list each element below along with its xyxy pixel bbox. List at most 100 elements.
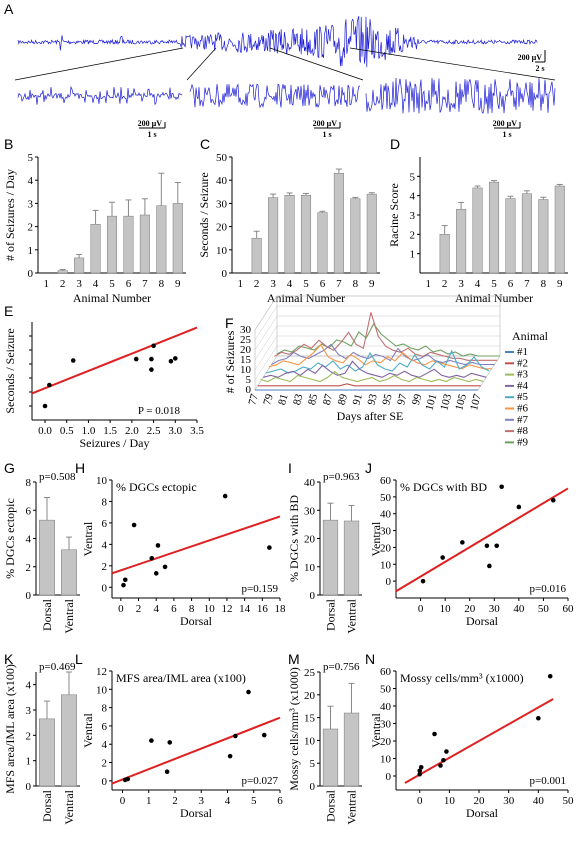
y-tick-label: 4 [26,534,32,546]
x-tick-label: 83 [291,392,306,406]
y-tick-label: 2 [410,229,416,241]
x-tick-label: 5 [251,795,257,807]
x-tick-label: 103 [438,392,454,412]
x-axis-label: Dorsal [466,806,499,820]
series-line [268,343,492,370]
x-tick-label: 60 [563,603,575,615]
data-point [149,556,155,561]
y-tick-label: 20 [380,736,392,748]
x-tick-label: 87 [321,392,336,406]
bar [472,187,483,274]
y-tick-label: 50 [380,684,392,696]
x-tick-label: 1.5 [103,425,117,437]
y-tick-label: 3 [28,198,34,210]
chart-title: % DGCs with BD [400,480,487,494]
x-tick-label: 3 [199,795,205,807]
x-category-label: Ventral [62,598,76,633]
panel-g-chart: 0 2 4 6 8 Dorsal Ventral % DGCs ectopic p=0.508 [3,471,80,634]
bar [90,224,101,274]
y-tick-label: 50 [216,152,228,164]
regression-line [111,515,281,575]
y-tick-label: 60 [380,666,392,678]
x-axis-label: Animal Number [455,291,533,305]
x-tick-label: 0.0 [38,425,52,437]
y-tick-label: 4 [102,739,108,751]
y-axis-label: MFS area/IML area (x100) [3,664,17,794]
x-category-label: 3 [76,278,82,290]
y-tick-label: 5 [28,152,34,164]
y-tick-label: 10 [216,245,228,257]
p-value-label: p=0.159 [242,583,279,595]
y-tick-label: 2 [28,222,34,234]
bar [300,195,312,274]
x-tick-label: 0 [120,795,126,807]
legend-entry: #5 [517,391,529,403]
y-tick-label: 1 [410,249,416,261]
panel-i-chart: 0 10 20 30 40 Dorsal Ventral % DGCs with BD p=0.… [287,471,362,634]
legend-title: Animal [512,329,549,343]
y-tick-label: 10 [304,562,316,574]
x-category-label: 7 [524,278,530,290]
bar [488,181,500,274]
bar [284,195,295,274]
data-point [420,578,426,584]
gridline [254,345,278,381]
x-tick-label: 1.0 [82,425,96,437]
y-axis-label: Ventral [369,713,383,748]
x-category-label: Ventral [345,789,359,824]
data-point [536,715,541,721]
x-axis-label: Seizures / Day [80,436,150,450]
y-tick-label: 60 [380,475,392,487]
x-category-label: 5 [109,278,115,290]
bar [333,172,344,274]
series-line [260,370,484,383]
data-point [441,757,446,763]
x-category-label: 9 [557,278,563,290]
panel-j-chart: 0 10 20 30 40 50 60 0 10 20 30 40 50 60 % DGCs with BD… [369,475,574,628]
data-point [233,733,238,739]
y-tick-label: 8 [102,496,108,508]
p-value-label: p=0.016 [530,583,567,595]
x-tick-label: 10 [444,795,456,807]
y-tick-label: 10 [380,754,392,766]
y-tick-label: 5 [410,171,416,183]
panel-k-chart: 0 1 2 3 4 Dorsal Ventral MFS area/IML area (x10… [3,661,80,825]
series-line [257,383,481,387]
y-tick-label: 25 [304,667,316,679]
data-point [168,358,174,364]
data-point [164,769,170,774]
x-category-label: Dorsal [40,598,54,631]
panel-label-j: J [365,460,372,476]
bar [156,205,167,274]
x-axis-label: Days after SE [337,409,404,423]
bar [322,519,339,596]
panel-n-chart: 0 10 20 30 40 50 0 10 20 30 40 50 60 Mossy cells/mm³ … [369,666,574,820]
data-point [547,673,553,679]
y-tick-label: 4 [26,680,32,692]
data-point [417,768,423,774]
legend-entry: #2 [517,357,528,369]
data-point [149,738,154,743]
bar [538,199,549,274]
regression-line [404,698,554,784]
legend-entry: #3 [517,369,529,381]
gridline [254,335,278,371]
data-point [417,771,423,777]
data-point [122,577,128,583]
bar [456,208,467,274]
eeg-main-trace [17,15,538,68]
panel-label-a: A [4,1,14,17]
x-tick-label: 1 [146,795,152,807]
y-axis-label: # of Seizures / Day [3,169,17,261]
x-tick-label: 30 [503,795,515,807]
x-axis-label: Dorsal [180,806,213,820]
z-tick-label: 30 [240,324,252,336]
legend-entry: #6 [517,403,529,415]
x-category-label: 2 [442,278,448,290]
x-tick-label: 101 [423,393,439,412]
y-tick-label: 30 [380,719,392,731]
x-category-label: 4 [287,278,293,290]
floor-grid [254,355,501,391]
x-tick-label: 3.0 [168,425,182,437]
